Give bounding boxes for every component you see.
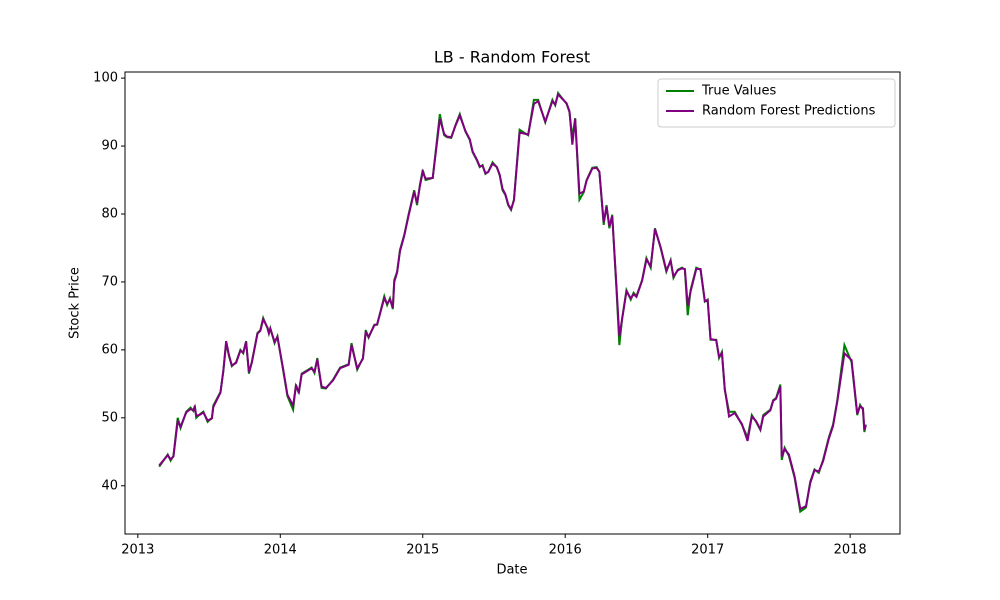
x-tick-label: 2016 [549, 543, 582, 558]
y-axis-label: Stock Price [68, 267, 83, 339]
y-tick-label: 70 [101, 274, 118, 289]
x-tick-label: 2015 [406, 543, 439, 558]
y-tick-label: 60 [101, 342, 118, 357]
y-tick-label: 50 [101, 410, 118, 425]
legend-box [657, 78, 896, 128]
plot-frame [124, 71, 901, 535]
y-tick-label: 80 [101, 206, 118, 221]
x-tick-label: 2017 [691, 543, 724, 558]
chart-title: LB - Random Forest [434, 48, 590, 67]
y-tick-label: 40 [101, 478, 118, 493]
legend-label: Random Forest Predictions [702, 104, 876, 119]
x-tick-label: 2013 [121, 543, 154, 558]
series-line [158, 90, 867, 514]
x-axis-label: Date [496, 563, 527, 578]
y-tick-label: 90 [101, 139, 118, 154]
x-tick-label: 2014 [264, 543, 297, 558]
x-tick-label: 2018 [834, 543, 867, 558]
legend-label: True Values [701, 84, 776, 99]
series-line [158, 92, 867, 511]
y-tick-label: 100 [93, 71, 118, 86]
